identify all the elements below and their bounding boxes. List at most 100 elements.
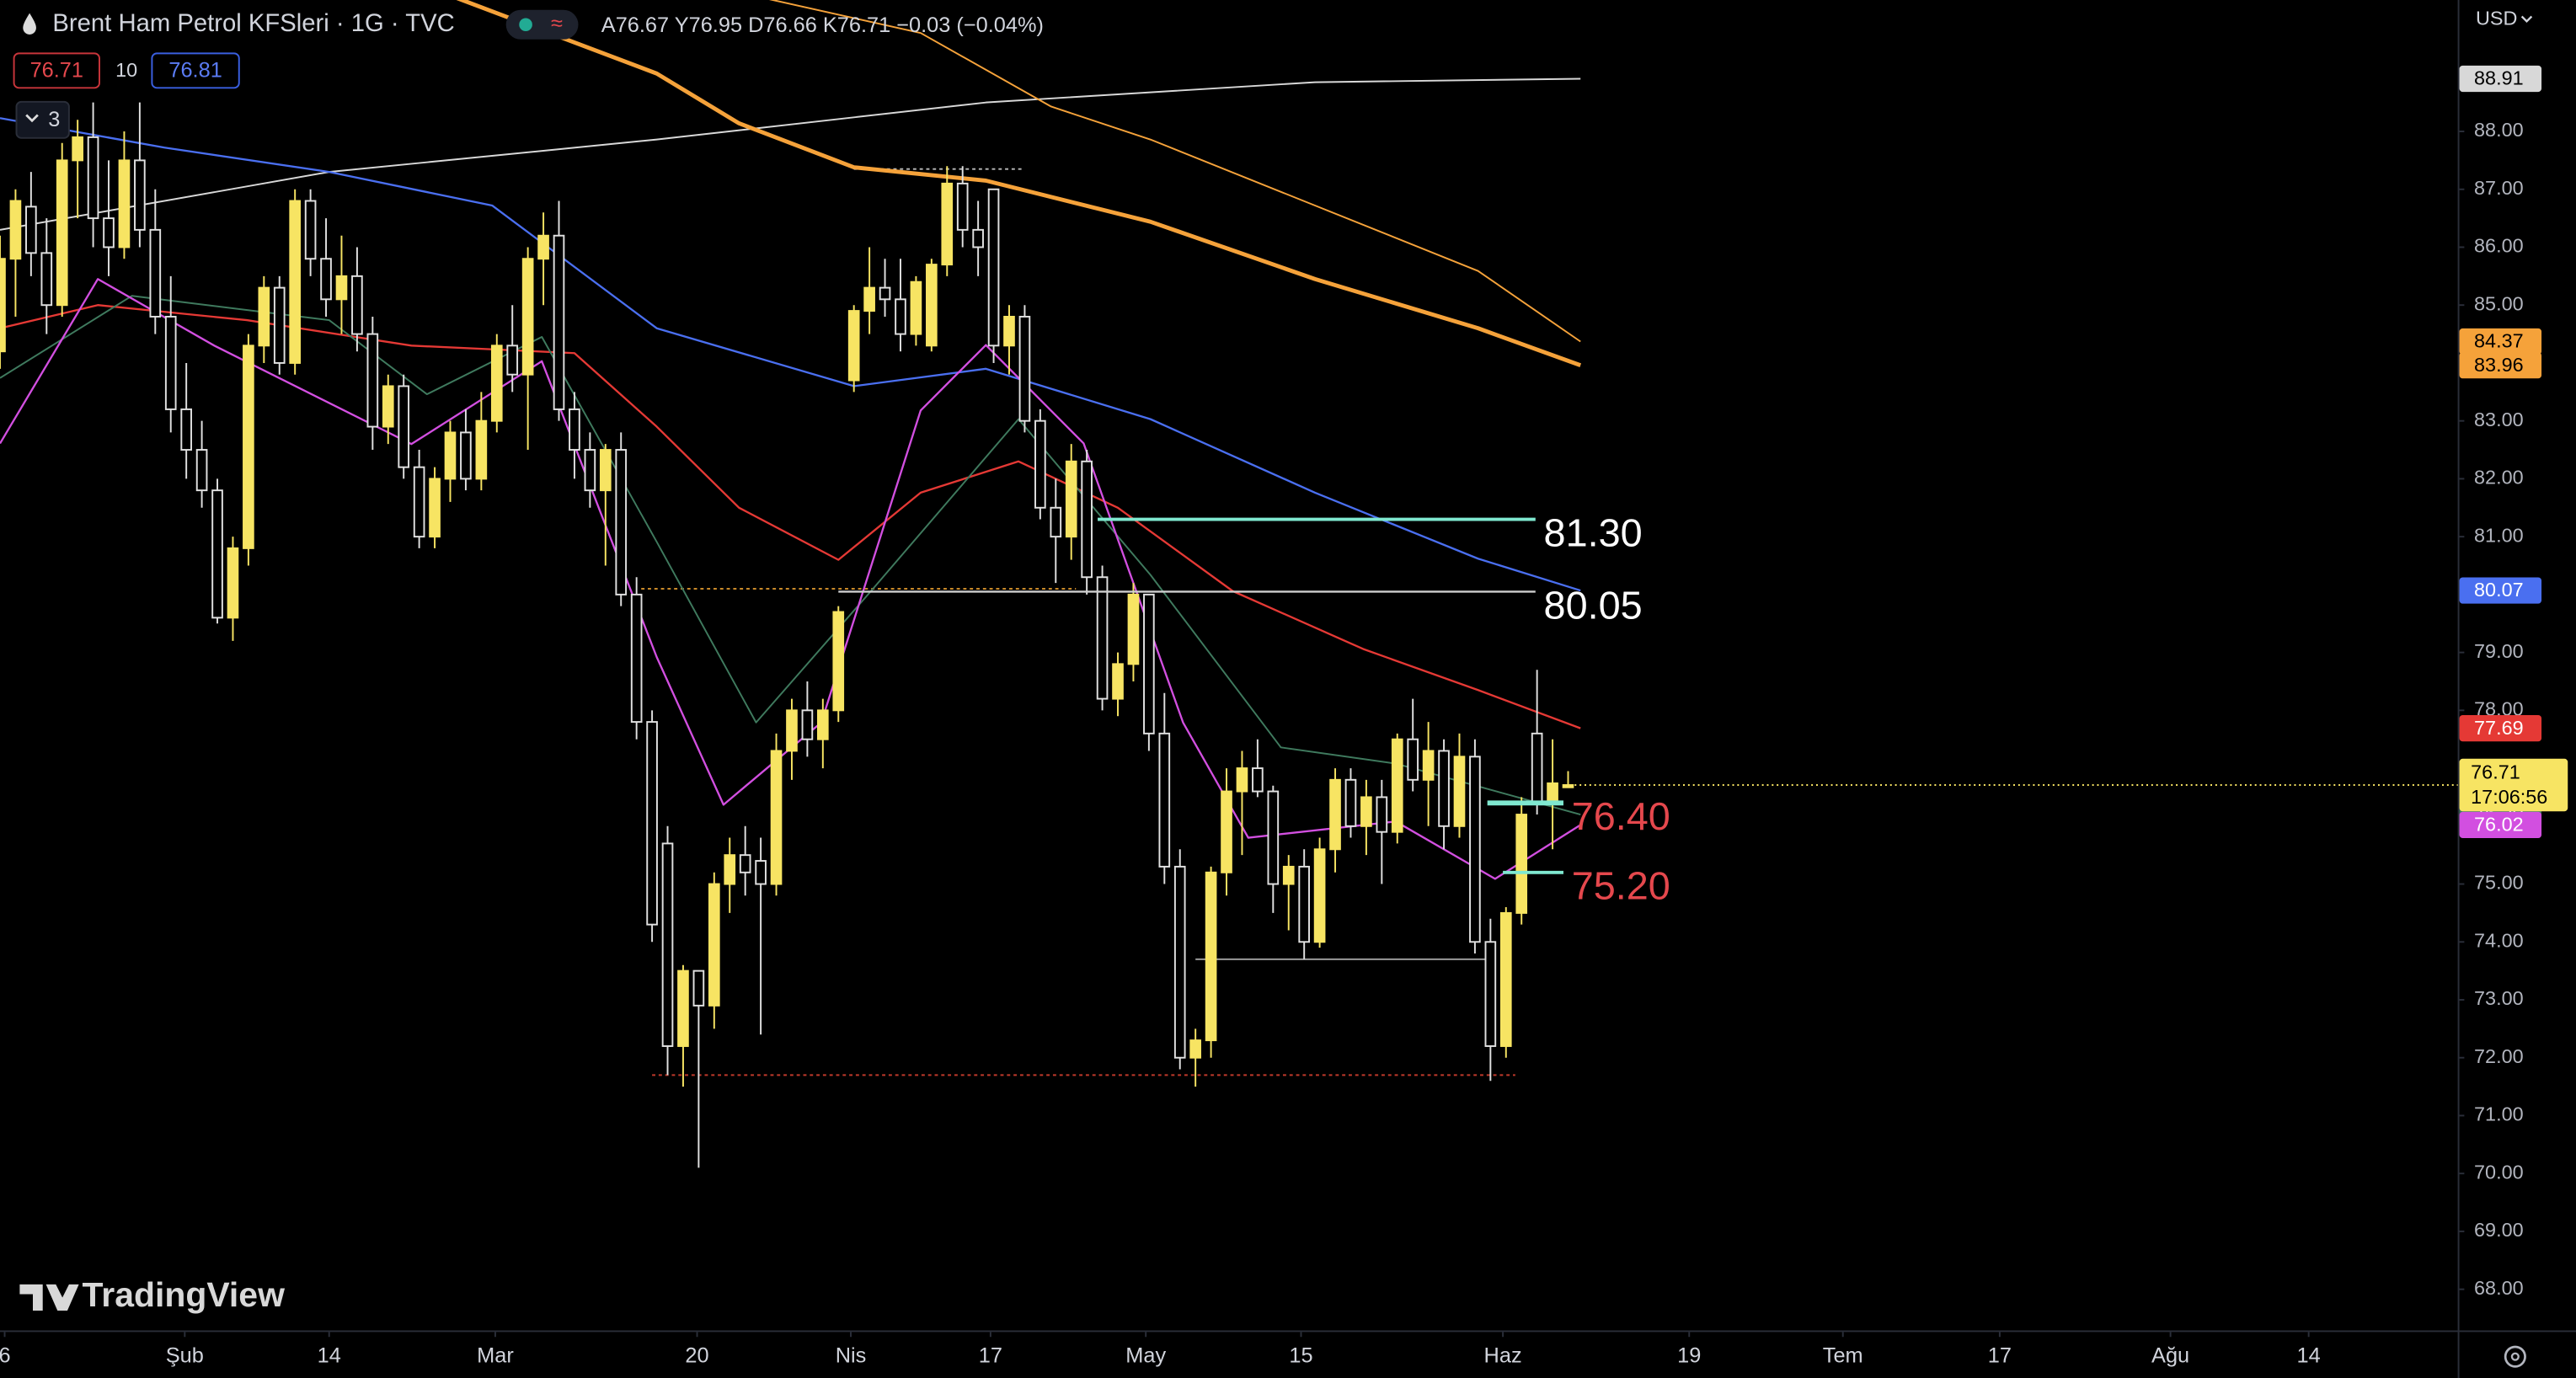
settings-icon[interactable] xyxy=(2504,1345,2526,1368)
moving-average-line xyxy=(0,304,1581,729)
y-tick-label: 73.00 xyxy=(2474,987,2524,1009)
x-tick-label: 15 xyxy=(1289,1343,1312,1367)
candle-body xyxy=(195,449,208,492)
candle-body xyxy=(243,344,254,549)
x-tick-label: Tem xyxy=(1823,1343,1863,1367)
candle-body xyxy=(569,408,580,451)
candle-body xyxy=(413,466,425,538)
x-tick-label: Nis xyxy=(836,1343,867,1367)
x-tick-label: 6 xyxy=(0,1343,11,1367)
candle-body xyxy=(661,842,674,1047)
annotation-label: 75.20 xyxy=(1572,864,1670,908)
price-label-bg xyxy=(2459,328,2542,355)
candle-body xyxy=(134,159,146,231)
candle-body xyxy=(1453,756,1466,827)
candle-body xyxy=(1267,790,1280,885)
y-tick-label: 86.00 xyxy=(2474,235,2524,257)
indicator-value: 76.81 xyxy=(168,59,222,83)
candle-body xyxy=(739,854,751,873)
ohlc-values: A76.67 Y76.95 D76.66 K76.71 −0.03 (−0.04… xyxy=(601,13,1044,37)
indicator-box[interactable] xyxy=(13,52,100,89)
candle-body xyxy=(1298,865,1311,943)
candle-body xyxy=(304,200,317,260)
x-tick-label: Şub xyxy=(166,1343,204,1367)
candle-body xyxy=(630,593,643,724)
candle-body xyxy=(708,883,720,1007)
candle-body xyxy=(895,298,906,335)
y-tick-label: 69.00 xyxy=(2474,1219,2524,1241)
currency-selector[interactable]: USD xyxy=(2476,8,2517,29)
candle-body xyxy=(25,206,37,254)
y-tick-label: 68.00 xyxy=(2474,1277,2524,1299)
candle-body xyxy=(258,286,270,347)
brand-name: TradingView xyxy=(83,1275,286,1314)
candle-body xyxy=(460,431,472,480)
x-tick-label: 20 xyxy=(685,1343,708,1367)
candle-body xyxy=(1282,865,1295,885)
candle-body xyxy=(1127,593,1140,665)
candle-body xyxy=(1205,871,1217,1042)
y-tick-label: 83.00 xyxy=(2474,409,2524,430)
y-tick-label: 87.00 xyxy=(2474,177,2524,199)
candle-body xyxy=(1562,784,1574,788)
candle-body xyxy=(646,721,658,926)
candle-body xyxy=(475,419,488,480)
settings-icon-center xyxy=(2510,1352,2520,1361)
candle-body xyxy=(972,228,984,248)
candle-body xyxy=(335,275,348,301)
annotation-label: 80.05 xyxy=(1544,583,1643,627)
indicator-value: 76.71 xyxy=(30,59,83,83)
candle-body xyxy=(584,449,596,492)
candle-body xyxy=(320,258,332,301)
candle-body xyxy=(1376,796,1388,833)
candle-body xyxy=(72,136,83,162)
status-pill[interactable] xyxy=(505,9,579,40)
candle-body xyxy=(553,234,565,410)
y-tick-label: 88.00 xyxy=(2474,119,2524,141)
indicator-box[interactable] xyxy=(151,52,240,89)
candle-body xyxy=(9,200,22,260)
candle-body xyxy=(801,709,814,740)
brand: TradingView xyxy=(19,1275,285,1314)
axes: 68.00 69.00 70.00 71.00 72.00 73.00 74.00 75.00… xyxy=(0,119,2524,1367)
candle-body xyxy=(910,280,922,335)
candle-body xyxy=(1018,315,1031,422)
candle-body xyxy=(1158,732,1171,868)
candle-body xyxy=(817,709,829,740)
annotation-label: 81.30 xyxy=(1544,510,1643,554)
candle-body xyxy=(180,408,192,451)
candle-body xyxy=(87,136,99,220)
header: Brent Ham Petrol KFSleri · 1G · TVC ≈ A7… xyxy=(13,8,2533,139)
candle-body xyxy=(56,159,68,307)
settings[interactable] xyxy=(2504,1345,2526,1368)
indicator-period: 10 xyxy=(115,59,137,81)
candle-body xyxy=(1313,848,1326,943)
x-tick-label: Mar xyxy=(477,1343,514,1367)
price-label: 83.96 xyxy=(2474,354,2524,376)
candle-body xyxy=(149,228,162,318)
candle-body xyxy=(490,344,503,422)
moving-average-line xyxy=(0,295,1581,815)
candle-body xyxy=(1438,750,1450,827)
market-status-dot xyxy=(519,18,532,32)
candle-body xyxy=(1221,790,1232,873)
price-label: 84.37 xyxy=(2474,330,2524,352)
candle-body xyxy=(537,234,549,260)
candle-body xyxy=(770,750,783,885)
x-tick-label: Haz xyxy=(1484,1343,1522,1367)
candle-body xyxy=(1344,778,1357,827)
chevron-icon xyxy=(25,114,39,123)
y-tick-label: 82.00 xyxy=(2474,467,2524,489)
candle-body xyxy=(1484,941,1497,1047)
candle-body xyxy=(1236,767,1248,793)
candle-body xyxy=(692,969,705,1007)
candle-body xyxy=(382,385,394,428)
candle-body xyxy=(1096,576,1109,700)
candle-body xyxy=(273,286,286,364)
collapse-button[interactable] xyxy=(15,100,70,139)
candle-body xyxy=(1112,663,1124,700)
candle-body xyxy=(926,264,938,347)
symbol-title[interactable]: Brent Ham Petrol KFSleri · 1G · TVC xyxy=(52,10,454,37)
y-tick-label: 71.00 xyxy=(2474,1103,2524,1125)
candle-body xyxy=(103,217,115,248)
